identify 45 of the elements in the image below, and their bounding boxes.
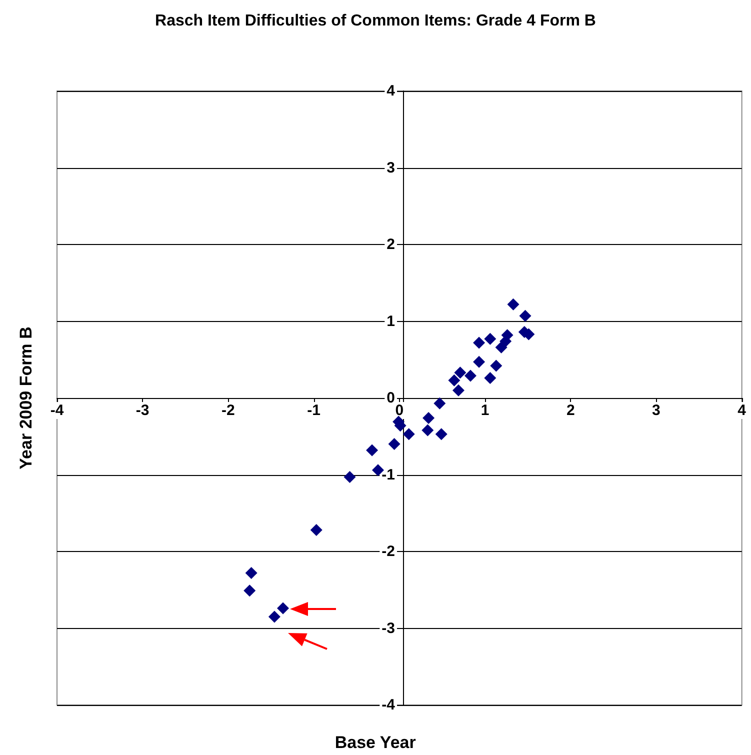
- x-tick-label: -2: [222, 402, 235, 419]
- x-tick-label: -1: [307, 402, 320, 419]
- point: [422, 412, 435, 424]
- point: [344, 471, 356, 484]
- point: [495, 341, 508, 354]
- point: [388, 438, 400, 450]
- y-tick-label: 3: [386, 159, 395, 176]
- x-tick-label: 1: [480, 402, 490, 419]
- y-tick-label: -3: [382, 620, 395, 637]
- point: [464, 370, 476, 382]
- point: [310, 524, 322, 536]
- point: [268, 610, 280, 623]
- y-tick-label: -1: [382, 466, 395, 484]
- point: [519, 310, 532, 322]
- x-tick-label: 3: [652, 402, 660, 419]
- point: [473, 356, 486, 368]
- y-tick-label: -2: [382, 543, 395, 560]
- point: [276, 602, 289, 614]
- point: [366, 444, 378, 456]
- x-tick-label: 2: [566, 402, 575, 419]
- x-tick-label: -3: [136, 402, 150, 419]
- chart-title: Rasch Item Difficulties of Common Items: Grade 4 Form B: [155, 12, 596, 30]
- y-tick-label: 2: [386, 236, 395, 253]
- x-axis-title: Base Year: [334, 733, 416, 752]
- x-tick-label: -4: [50, 402, 64, 419]
- point: [454, 366, 466, 379]
- point: [484, 332, 496, 345]
- point: [435, 428, 448, 440]
- y-tick-label: 4: [386, 82, 396, 100]
- point: [402, 428, 415, 440]
- point: [422, 424, 434, 436]
- y-tick-label: 0: [386, 390, 395, 406]
- point: [507, 298, 520, 310]
- point: [452, 384, 464, 396]
- x-tick-label: 4: [738, 402, 747, 419]
- point: [473, 336, 486, 349]
- point: [244, 584, 256, 597]
- point: [245, 566, 258, 579]
- y-tick-label: -4: [382, 696, 396, 714]
- y-axis-title: Year 2009 Form B: [16, 326, 36, 470]
- point: [484, 372, 496, 384]
- point: [448, 374, 460, 386]
- point: [490, 360, 502, 372]
- y-tick-label: 1: [386, 312, 395, 330]
- point: [434, 397, 446, 410]
